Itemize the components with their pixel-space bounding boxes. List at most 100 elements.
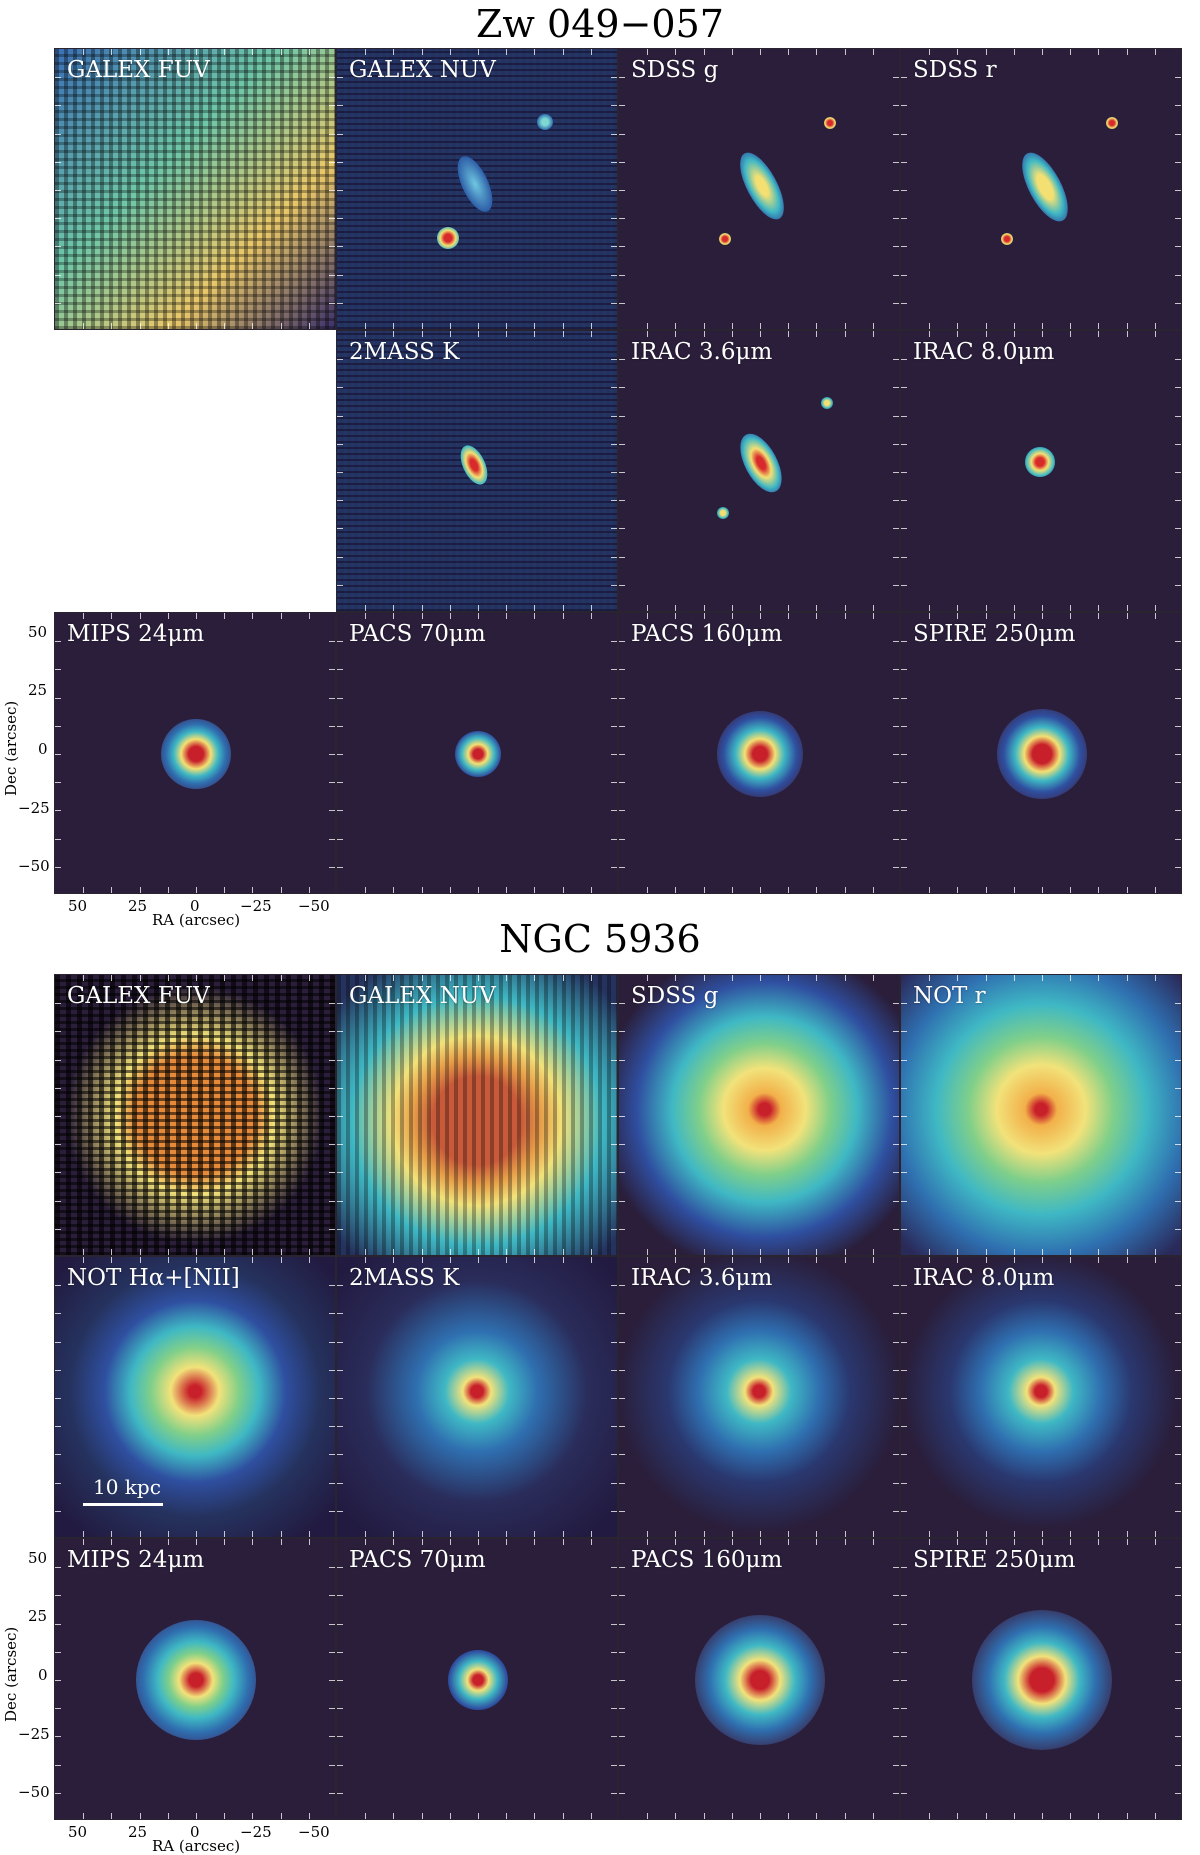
tick-mark: [873, 331, 874, 337]
tick-mark: [337, 557, 343, 558]
tick-mark: [309, 49, 310, 55]
tick-mark: [329, 1003, 335, 1004]
tick-mark: [55, 1003, 61, 1004]
tick-mark: [901, 1003, 907, 1004]
tick-mark: [647, 1249, 648, 1255]
tick-mark: [55, 1172, 61, 1173]
tick-mark: [845, 1813, 846, 1819]
tick-mark: [55, 1088, 61, 1089]
tick-mark: [506, 1531, 507, 1537]
tick-mark: [845, 49, 846, 55]
tick-mark: [619, 839, 625, 840]
tick-mark: [365, 1531, 366, 1537]
tick-mark: [111, 887, 112, 893]
tick-mark: [873, 1813, 874, 1819]
x-tick: 0: [190, 1823, 200, 1841]
tick-mark: [619, 387, 625, 388]
panel-zw-mips-24: MIPS 24μm: [54, 612, 336, 894]
tick-mark: [337, 867, 343, 868]
tick-mark: [816, 975, 817, 981]
tick-mark: [337, 1370, 343, 1371]
tick-mark: [450, 1531, 451, 1537]
tick-mark: [83, 613, 84, 619]
panel-ticks: [55, 975, 335, 1255]
tick-mark: [196, 1531, 197, 1537]
tick-mark: [224, 1249, 225, 1255]
tick-mark: [252, 1249, 253, 1255]
tick-mark: [365, 975, 366, 981]
tick-mark: [140, 49, 141, 55]
tick-mark: [675, 1531, 676, 1537]
tick-mark: [1175, 782, 1181, 783]
tick-mark: [337, 218, 343, 219]
tick-mark: [957, 613, 958, 619]
tick-mark: [788, 331, 789, 337]
tick-mark: [337, 190, 343, 191]
tick-mark: [611, 500, 617, 501]
tick-mark: [252, 1813, 253, 1819]
tick-mark: [986, 975, 987, 981]
tick-mark: [168, 887, 169, 893]
tick-mark: [760, 1249, 761, 1255]
tick-mark: [760, 1539, 761, 1545]
tick-mark: [732, 887, 733, 893]
tick-mark: [732, 613, 733, 619]
tick-mark: [329, 754, 335, 755]
tick-mark: [55, 1313, 61, 1314]
tick-mark: [816, 1539, 817, 1545]
tick-mark: [1098, 1249, 1099, 1255]
tick-mark: [704, 49, 705, 55]
panel-label: IRAC 8.0μm: [913, 339, 1055, 365]
tick-mark: [1042, 1813, 1043, 1819]
panel-zw-galex-fuv: GALEX FUV: [54, 48, 336, 330]
tick-mark: [337, 387, 343, 388]
tick-mark: [224, 887, 225, 893]
tick-mark: [611, 275, 617, 276]
tick-mark: [1175, 1652, 1181, 1653]
tick-mark: [611, 867, 617, 868]
tick-mark: [611, 1088, 617, 1089]
panel-ngc-spire-250: SPIRE 250μm: [900, 1538, 1182, 1820]
tick-mark: [619, 359, 625, 360]
tick-mark: [893, 1567, 899, 1568]
tick-mark: [534, 613, 535, 619]
tick-mark: [506, 1257, 507, 1263]
tick-mark: [611, 557, 617, 558]
tick-mark: [83, 1249, 84, 1255]
tick-mark: [111, 613, 112, 619]
tick-mark: [1014, 323, 1015, 329]
tick-mark: [893, 500, 899, 501]
tick-mark: [534, 1531, 535, 1537]
tick-mark: [365, 331, 366, 337]
panel-ngc-pacs-160: PACS 160μm: [618, 1538, 900, 1820]
tick-mark: [591, 1813, 592, 1819]
tick-mark: [675, 605, 676, 611]
tick-mark: [619, 1229, 625, 1230]
tick-mark: [1042, 613, 1043, 619]
tick-mark: [1175, 134, 1181, 135]
tick-mark: [1127, 613, 1128, 619]
tick-mark: [1175, 1342, 1181, 1343]
tick-mark: [337, 528, 343, 529]
tick-mark: [365, 1813, 366, 1819]
tick-mark: [788, 1531, 789, 1537]
tick-mark: [901, 782, 907, 783]
tick-mark: [893, 190, 899, 191]
y-tick: −50: [18, 857, 50, 875]
tick-mark: [1175, 1229, 1181, 1230]
tick-mark: [329, 1201, 335, 1202]
tick-mark: [816, 1249, 817, 1255]
tick-mark: [1175, 810, 1181, 811]
tick-mark: [281, 975, 282, 981]
tick-mark: [337, 162, 343, 163]
tick-mark: [55, 1201, 61, 1202]
tick-mark: [55, 275, 61, 276]
tick-mark: [83, 1257, 84, 1263]
tick-mark: [845, 1531, 846, 1537]
tick-mark: [647, 49, 648, 55]
x-tick: 25: [128, 897, 148, 915]
tick-mark: [337, 1003, 343, 1004]
y-tick: −25: [18, 799, 50, 817]
tick-mark: [329, 1652, 335, 1653]
y-tick: 50: [28, 1549, 48, 1567]
